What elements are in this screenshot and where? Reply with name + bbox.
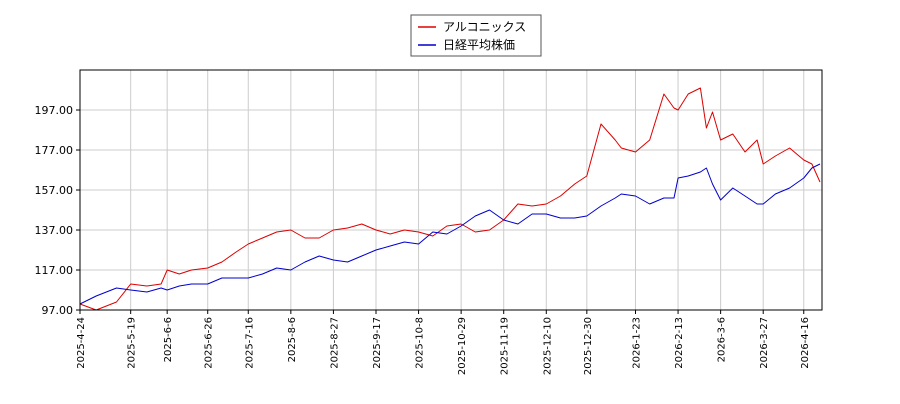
y-tick-label: 177.00 (35, 144, 74, 157)
x-tick-label: 2025-12-10 (542, 317, 553, 375)
x-tick-label: 2026-3-27 (759, 317, 770, 369)
x-tick-label: 2025-8-6 (287, 317, 298, 362)
x-tick-label: 2025-6-26 (204, 317, 215, 369)
y-tick-label: 137.00 (35, 224, 74, 237)
x-tick-label: 2025-6-6 (163, 317, 174, 362)
x-tick-label: 2025-4-24 (76, 317, 87, 369)
y-tick-label: 97.00 (42, 304, 74, 317)
x-tick-label: 2026-1-23 (631, 317, 642, 369)
y-tick-label: 157.00 (35, 184, 74, 197)
grid (79, 70, 822, 311)
x-tick-label: 2025-8-27 (329, 317, 340, 369)
y-tick-label: 117.00 (35, 264, 74, 277)
x-tick-label: 2025-7-16 (244, 317, 255, 369)
x-tick-label: 2025-5-19 (127, 317, 138, 369)
series-line-0 (79, 87, 821, 311)
legend-label-1: 日経平均株価 (443, 37, 515, 52)
legend-box (410, 14, 542, 57)
series-group (79, 87, 821, 311)
x-tick-label: 2025-10-8 (415, 317, 426, 369)
x-tick-label: 2026-3-6 (717, 317, 728, 362)
series-line-1 (79, 163, 821, 305)
x-tick-label: 2025-11-19 (500, 317, 511, 375)
x-tick-label: 2025-9-17 (372, 317, 383, 369)
x-tick-label: 2026-2-13 (674, 317, 685, 369)
legend-label-0: アルコニックス (443, 20, 526, 34)
x-tick-label: 2025-12-30 (583, 317, 594, 375)
axes: 97.00 117.00 137.00 157.00 177.00 197.00 2025-… (35, 104, 811, 375)
y-tick-label: 197.00 (35, 104, 74, 117)
x-tick-label: 2026-4-16 (800, 317, 811, 369)
x-tick-label: 2025-10-29 (457, 317, 468, 375)
